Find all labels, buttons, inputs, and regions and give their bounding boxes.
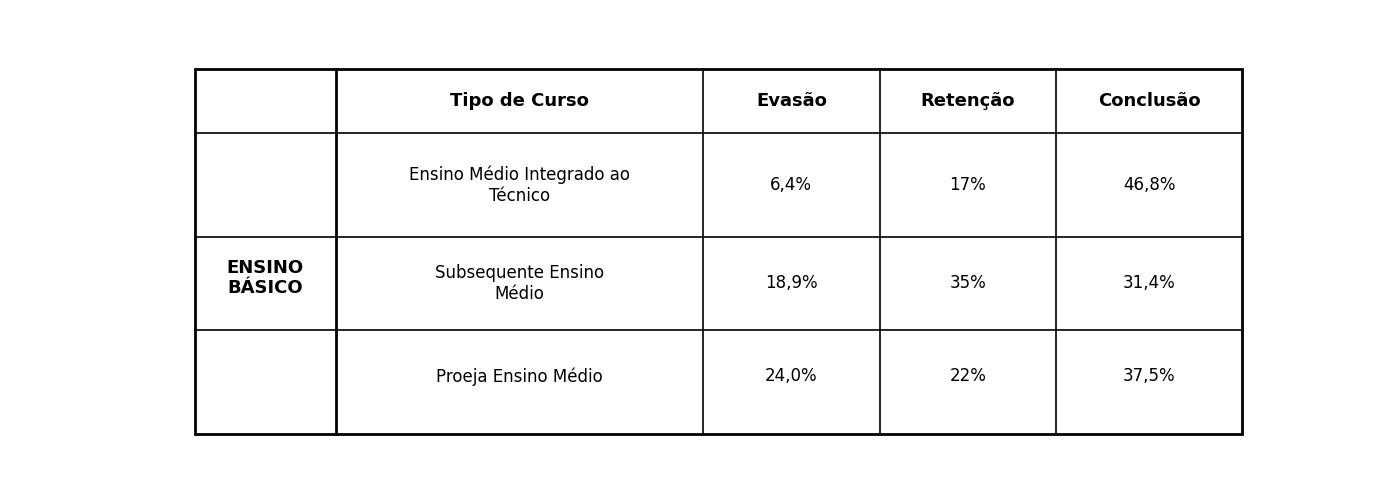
Text: ENSINO
BÁSICO: ENSINO BÁSICO (227, 258, 304, 297)
Text: Conclusão: Conclusão (1098, 92, 1200, 110)
Text: 6,4%: 6,4% (771, 176, 812, 194)
Text: Evasão: Evasão (755, 92, 827, 110)
Text: 17%: 17% (949, 176, 987, 194)
Text: 24,0%: 24,0% (765, 367, 818, 385)
Text: 35%: 35% (949, 274, 987, 292)
Text: Subsequente Ensino
Médio: Subsequente Ensino Médio (435, 264, 604, 303)
Text: Ensino Médio Integrado ao
Técnico: Ensino Médio Integrado ao Técnico (409, 165, 631, 205)
Text: Retenção: Retenção (920, 92, 1015, 110)
Text: 31,4%: 31,4% (1123, 274, 1175, 292)
Text: 46,8%: 46,8% (1123, 176, 1175, 194)
Text: Proeja Ensino Médio: Proeja Ensino Médio (437, 367, 603, 385)
Text: 22%: 22% (949, 367, 987, 385)
Text: Tipo de Curso: Tipo de Curso (450, 92, 589, 110)
Text: 18,9%: 18,9% (765, 274, 818, 292)
Text: 37,5%: 37,5% (1123, 367, 1175, 385)
